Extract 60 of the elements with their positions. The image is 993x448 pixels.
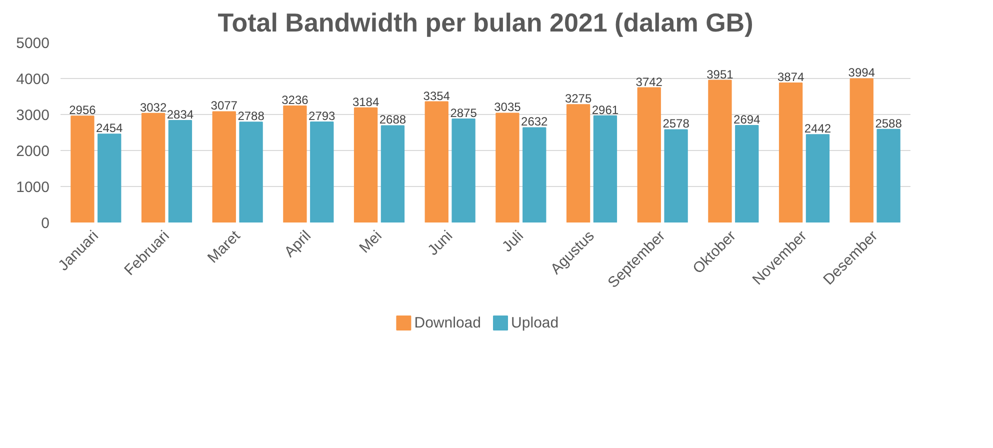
- bar: [212, 111, 236, 222]
- data-label: 2442: [804, 122, 832, 136]
- bar: [141, 112, 166, 222]
- bar: [310, 121, 334, 222]
- bar: [522, 127, 546, 222]
- data-label: 3742: [636, 74, 663, 89]
- bar: [424, 101, 448, 222]
- data-label: 2788: [238, 109, 265, 124]
- data-label: 2632: [521, 114, 548, 129]
- bar: [876, 128, 900, 222]
- bar: [380, 125, 405, 222]
- data-label: 3184: [352, 94, 380, 109]
- data-label: 2875: [450, 106, 478, 120]
- bar: [566, 104, 590, 222]
- data-label: 2588: [875, 116, 902, 130]
- y-tick-label: 1000: [16, 179, 50, 196]
- y-tick-label: 2000: [16, 143, 50, 160]
- bar: [637, 87, 661, 222]
- data-label: 2834: [166, 107, 194, 122]
- data-label: 2956: [69, 103, 96, 118]
- data-label: 3354: [423, 88, 450, 103]
- data-label: 3994: [848, 66, 876, 80]
- data-label: 2688: [379, 112, 406, 127]
- bar: [778, 82, 803, 222]
- legend-label: Download: [414, 314, 481, 332]
- x-tick-label: Mei: [356, 227, 386, 257]
- bar: [98, 134, 122, 222]
- bar: [496, 112, 520, 222]
- x-tick-label: Juli: [498, 227, 527, 256]
- data-label: 3275: [564, 92, 592, 106]
- bar: [354, 107, 378, 222]
- x-tick-label: Juni: [424, 227, 456, 259]
- bar: [806, 134, 830, 222]
- bar: [593, 115, 618, 222]
- bar: [452, 118, 476, 222]
- data-label: 3951: [706, 67, 734, 82]
- data-label: 3077: [210, 98, 238, 113]
- bar: [168, 120, 192, 222]
- y-tick-label: 5000: [16, 35, 50, 52]
- bar: [850, 78, 874, 222]
- bar: [239, 122, 263, 222]
- data-label: 3874: [777, 70, 804, 84]
- data-label: 2793: [308, 108, 336, 123]
- bar: [70, 116, 94, 222]
- data-label: 2961: [592, 102, 619, 117]
- data-label: 2454: [96, 121, 124, 136]
- data-label: 3236: [282, 93, 309, 108]
- data-label: 2578: [662, 116, 690, 131]
- legend-label: Upload: [511, 314, 559, 332]
- y-tick-label: 3000: [16, 107, 50, 124]
- y-tick-label: 0: [41, 215, 50, 232]
- bar: [735, 125, 759, 222]
- bar: [664, 129, 688, 222]
- data-label: 3035: [494, 100, 522, 114]
- data-label: 3032: [140, 100, 167, 114]
- bar: [283, 106, 307, 222]
- y-tick-label: 4000: [16, 71, 50, 88]
- bar: [708, 80, 732, 222]
- data-label: 2694: [734, 112, 761, 127]
- chart-title: Total Bandwidth per bulan 2021 (dalam GB): [218, 8, 754, 38]
